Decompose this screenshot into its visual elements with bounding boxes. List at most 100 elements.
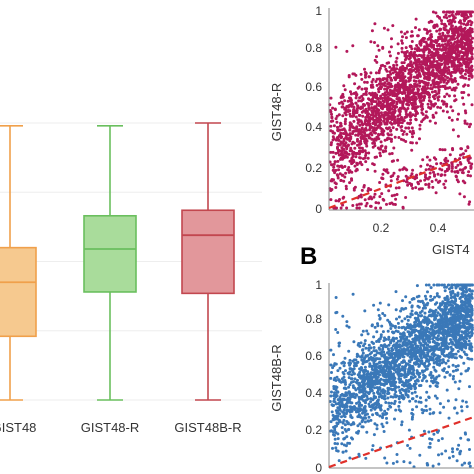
scatter-point	[402, 460, 406, 464]
scatter-point	[442, 335, 446, 339]
scatter-point	[387, 343, 391, 347]
scatter-point	[447, 116, 451, 120]
scatter-point	[385, 113, 389, 117]
scatter-point	[429, 73, 433, 77]
scatter-point	[357, 99, 361, 103]
scatter-point	[448, 287, 451, 291]
scatter-point	[453, 77, 457, 80]
scatter-point	[445, 167, 449, 171]
scatter-point	[367, 151, 371, 155]
scatter-point	[405, 380, 409, 384]
scatter-point	[334, 402, 338, 406]
scatter-point	[371, 444, 375, 448]
scatter-point	[382, 26, 386, 30]
scatter-point	[331, 404, 335, 408]
scatter-point	[346, 396, 350, 400]
scatter-point	[429, 331, 432, 335]
scatter-point	[400, 423, 404, 427]
scatter-point	[334, 186, 338, 189]
scatter-point	[414, 70, 418, 74]
scatter-point	[418, 137, 421, 141]
scatter-point	[434, 360, 438, 364]
scatter-point	[394, 197, 398, 201]
scatter-point	[388, 367, 392, 371]
scatter-point	[455, 447, 459, 451]
scatter-point	[432, 64, 436, 68]
scatter-top-ytick-4: 0.8	[305, 41, 322, 55]
scatter-point	[331, 446, 334, 450]
scatter-point	[381, 354, 385, 357]
scatter-point	[361, 381, 365, 384]
scatter-point	[371, 78, 375, 81]
scatter-point	[469, 342, 473, 346]
scatter-point	[410, 47, 414, 51]
scatter-point	[348, 405, 352, 409]
scatter-point	[333, 437, 337, 441]
scatter-point	[348, 136, 352, 140]
scatter-point	[445, 57, 449, 61]
scatter-point	[410, 397, 414, 401]
scatter-point	[395, 336, 398, 340]
scatter-point	[393, 92, 396, 96]
scatter-point	[347, 427, 351, 431]
scatter-point	[448, 38, 452, 42]
scatter-point	[359, 107, 363, 111]
scatter-point	[329, 376, 333, 380]
scatter-point	[343, 415, 347, 419]
scatter-point	[403, 69, 407, 73]
scatter-point	[355, 203, 359, 207]
scatter-point	[340, 392, 344, 396]
scatter-point	[449, 345, 453, 349]
scatter-point	[393, 353, 397, 357]
scatter-point	[415, 371, 419, 375]
scatter-point	[446, 347, 450, 351]
scatter-point	[421, 351, 425, 355]
scatter-point	[435, 283, 439, 287]
scatter-point	[431, 10, 435, 14]
scatter-point	[386, 392, 390, 395]
scatter-point	[360, 122, 364, 126]
scatter-point	[379, 145, 383, 148]
scatter-point	[392, 337, 396, 341]
scatter-point	[450, 283, 454, 287]
scatter-point	[448, 318, 452, 322]
scatter-point	[371, 398, 375, 402]
scatter-point	[459, 436, 463, 440]
scatter-point	[408, 399, 412, 403]
scatter-point	[365, 110, 368, 114]
scatter-point	[464, 76, 468, 80]
scatter-point	[428, 298, 432, 302]
scatter-point	[382, 430, 386, 433]
scatter-point	[456, 163, 460, 167]
scatter-point	[426, 301, 430, 305]
scatter-point	[390, 401, 393, 405]
scatter-point	[387, 401, 391, 405]
scatter-point	[413, 114, 417, 118]
scatter-point	[371, 413, 375, 417]
scatter-point	[457, 67, 461, 71]
scatter-point	[382, 100, 386, 104]
box-iqr-2	[181, 209, 235, 295]
scatter-point	[445, 110, 449, 114]
scatter-point	[370, 85, 373, 89]
scatter-point	[432, 411, 436, 415]
scatter-point	[470, 69, 473, 73]
scatter-point	[449, 49, 453, 53]
scatter-point	[360, 408, 364, 412]
scatter-point	[402, 99, 406, 103]
scatter-point	[356, 407, 359, 411]
scatter-point	[403, 75, 407, 79]
scatter-point	[381, 172, 385, 176]
scatter-point	[466, 145, 470, 149]
scatter-point	[377, 201, 381, 205]
scatter-point	[373, 422, 377, 426]
scatter-point	[470, 55, 474, 59]
scatter-point	[446, 71, 450, 75]
scatter-point	[385, 61, 389, 65]
scatter-point	[348, 456, 352, 460]
scatter-point	[463, 339, 467, 343]
scatter-point	[414, 382, 418, 386]
scatter-point	[393, 87, 397, 91]
scatter-point	[453, 170, 457, 174]
scatter-point	[348, 159, 352, 163]
